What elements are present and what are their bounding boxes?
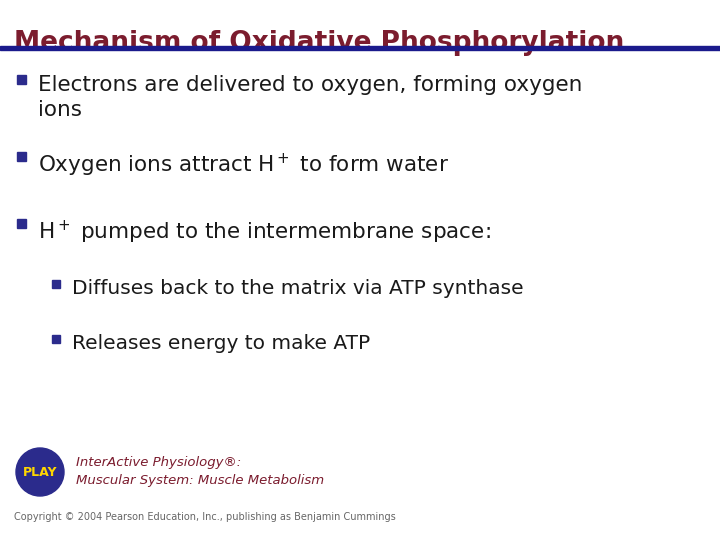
Bar <box>52 335 60 343</box>
Text: H$^+$ pumped to the intermembrane space:: H$^+$ pumped to the intermembrane space: <box>38 219 491 246</box>
Bar <box>17 152 26 161</box>
Text: Muscular System: Muscle Metabolism: Muscular System: Muscle Metabolism <box>76 474 324 487</box>
Circle shape <box>16 448 64 496</box>
Bar <box>52 280 60 288</box>
Text: ions: ions <box>38 100 82 120</box>
Text: Releases energy to make ATP: Releases energy to make ATP <box>72 334 370 353</box>
Bar <box>17 75 26 84</box>
Text: InterActive Physiology®:: InterActive Physiology®: <box>76 456 241 469</box>
Text: PLAY: PLAY <box>23 465 58 478</box>
Bar <box>17 219 26 228</box>
Text: Electrons are delivered to oxygen, forming oxygen: Electrons are delivered to oxygen, formi… <box>38 75 582 95</box>
Text: Oxygen ions attract H$^+$ to form water: Oxygen ions attract H$^+$ to form water <box>38 152 449 179</box>
Bar <box>0 46 720 50</box>
Text: Copyright © 2004 Pearson Education, Inc., publishing as Benjamin Cummings: Copyright © 2004 Pearson Education, Inc.… <box>14 512 396 522</box>
Text: Diffuses back to the matrix via ATP synthase: Diffuses back to the matrix via ATP synt… <box>72 279 523 298</box>
Text: Mechanism of Oxidative Phosphorylation: Mechanism of Oxidative Phosphorylation <box>14 30 624 56</box>
